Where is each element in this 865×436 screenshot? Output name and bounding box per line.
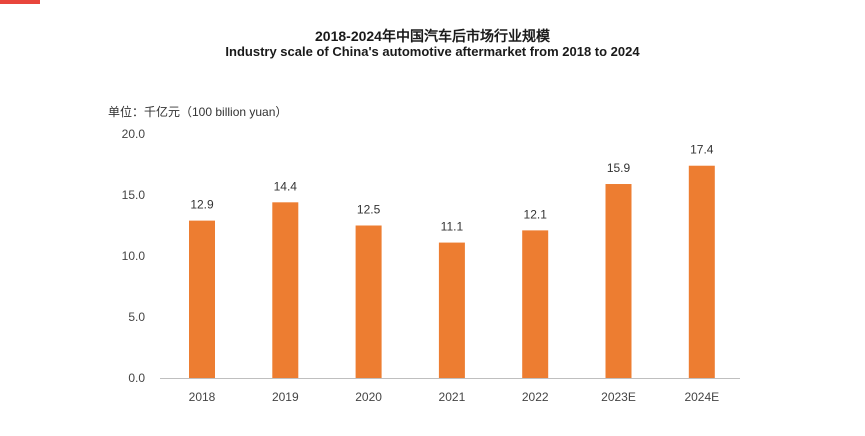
chart-subtitle: Industry scale of China's automotive aft… [225,44,640,59]
data-label-2018: 12.9 [190,198,214,212]
y-tick-label: 10.0 [122,249,146,263]
bar-2021 [438,242,465,378]
data-labels: 12.9 14.4 12.5 11.1 12.1 15.9 17.4 [190,143,713,234]
data-label-2021: 11.1 [441,220,464,234]
x-tick-label-2023E: 2023E [601,390,636,404]
y-tick-label: 15.0 [122,188,146,202]
x-tick-label-2022: 2022 [522,390,549,404]
bar-2020 [355,225,382,378]
x-tick-label-2024E: 2024E [684,390,719,404]
unit-label: 单位：千亿元（100 billion yuan） [108,105,288,119]
x-axis-ticks: 2018 2019 2020 2021 2022 2023E 2024E [189,390,720,404]
data-label-2023E: 15.9 [607,161,631,175]
chart-title: 2018-2024年中国汽车后市场行业规模 [315,28,550,44]
corner-accent-mark [0,0,40,4]
x-tick-label-2018: 2018 [189,390,216,404]
bar-2024E [688,165,715,378]
bar-2018 [189,220,215,378]
data-label-2024E: 17.4 [690,143,714,157]
y-tick-label: 0.0 [128,371,145,385]
y-tick-label: 20.0 [122,127,146,141]
data-label-2020: 12.5 [357,203,381,217]
data-label-2022: 12.1 [524,207,548,221]
bar-2023E [605,184,632,378]
bar-2019 [272,202,299,378]
y-axis-ticks: 0.0 5.0 10.0 15.0 20.0 [122,127,146,385]
y-tick-label: 5.0 [128,310,145,324]
data-label-2019: 14.4 [274,179,298,193]
bars [189,165,715,378]
bar-2022 [522,230,549,378]
x-tick-label-2021: 2021 [439,390,466,404]
x-tick-label-2020: 2020 [355,390,382,404]
x-tick-label-2019: 2019 [272,390,299,404]
